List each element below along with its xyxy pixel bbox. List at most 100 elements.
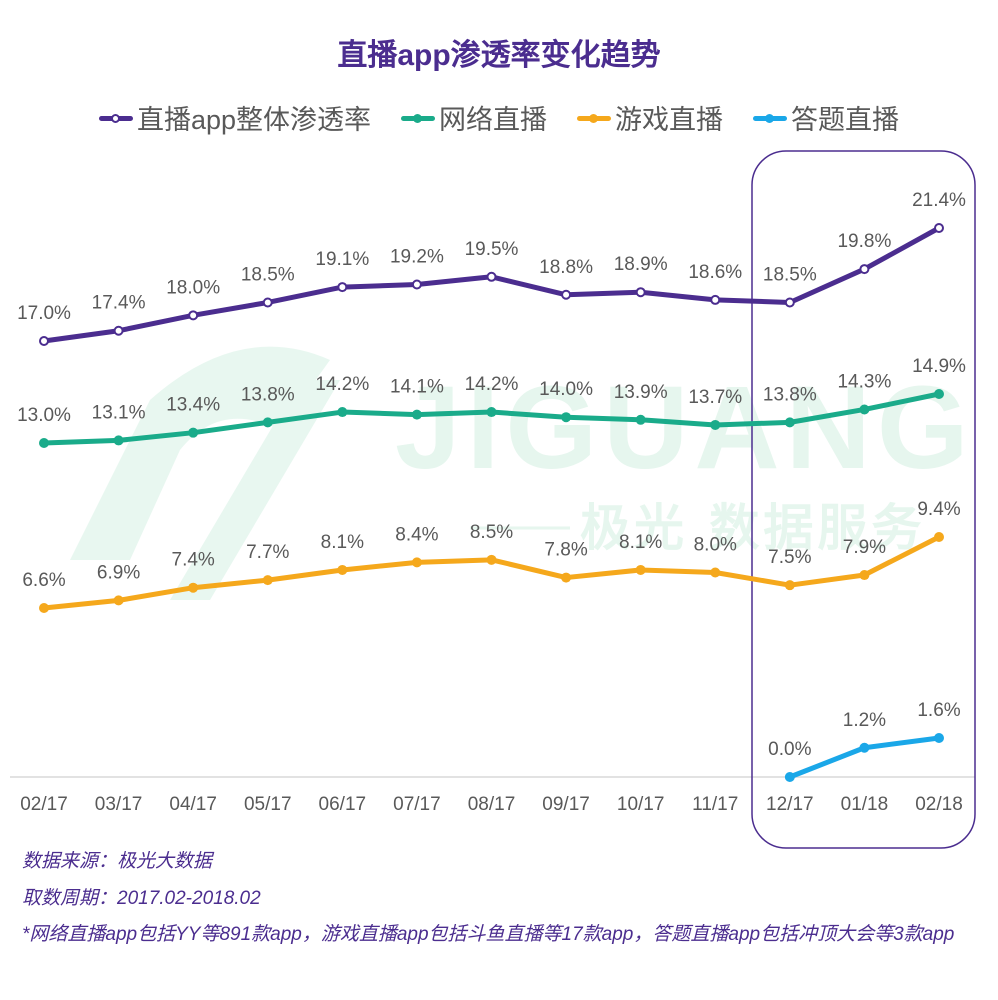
- data-label: 13.9%: [614, 382, 668, 403]
- data-label: 14.3%: [837, 371, 891, 392]
- data-label: 8.1%: [619, 532, 662, 553]
- data-point: [859, 742, 870, 753]
- data-label: 8.0%: [694, 535, 737, 556]
- data-point: [486, 271, 497, 282]
- series-0: 17.0% 17.4% 18.0% 18.5% 19.1% 19.2% 19.5% 18.8%…: [17, 190, 966, 346]
- data-label: 19.5%: [465, 239, 519, 260]
- x-tick-label: 05/17: [244, 794, 292, 815]
- x-tick-label: 03/17: [95, 794, 143, 815]
- data-point: [486, 554, 497, 565]
- data-point: [859, 570, 870, 581]
- legend-swatch-overall-icon: [98, 113, 133, 123]
- series-3: 0.0% 1.2% 1.6%: [768, 700, 961, 782]
- data-point: [859, 264, 870, 275]
- data-point: [39, 438, 49, 448]
- data-label: 14.2%: [315, 374, 369, 395]
- legend-item-game: 游戏直播: [577, 98, 723, 137]
- data-point: [784, 297, 795, 308]
- legend-item-overall: 直播app整体渗透率: [98, 98, 371, 137]
- data-point: [784, 580, 795, 591]
- watermark-logo-icon: [70, 346, 340, 600]
- highlight-box: [751, 150, 976, 849]
- x-tick-label: 09/17: [542, 794, 590, 815]
- data-point: [337, 407, 348, 418]
- legend-label: 网络直播: [439, 105, 548, 135]
- x-tick-label: 10/17: [617, 794, 665, 815]
- data-point: [188, 310, 199, 321]
- watermark-text-cn: 极光 数据服务: [580, 499, 925, 557]
- watermark-text-en: JIGUANG: [395, 362, 975, 494]
- legend-label: 游戏直播: [615, 105, 724, 135]
- data-label: 18.5%: [241, 264, 295, 285]
- data-label: 19.2%: [390, 247, 444, 268]
- x-tick-label: 07/17: [393, 794, 441, 815]
- data-point: [411, 279, 422, 290]
- chart-title: 直播app渗透率变化趋势: [337, 39, 661, 72]
- data-label: 7.4%: [172, 550, 215, 571]
- data-point: [934, 532, 944, 542]
- legend-label: 答题直播: [791, 105, 900, 135]
- data-label: 19.1%: [315, 249, 369, 270]
- data-label: 14.9%: [912, 356, 966, 377]
- data-point: [710, 294, 721, 305]
- data-label: 13.8%: [763, 384, 817, 405]
- data-label: 1.6%: [917, 700, 960, 721]
- data-label: 13.7%: [688, 387, 742, 408]
- data-label: 0.0%: [768, 739, 811, 760]
- data-period-note: 取数周期：2017.02-2018.02: [22, 888, 261, 909]
- footnotes: 数据来源：极光大数据 取数周期：2017.02-2018.02 *网络直播app…: [22, 843, 982, 949]
- data-point: [934, 389, 944, 399]
- data-point: [188, 582, 199, 593]
- data-point: [561, 572, 572, 583]
- x-tick-label: 04/17: [169, 794, 217, 815]
- data-label: 1.2%: [843, 710, 886, 731]
- data-point: [39, 603, 49, 613]
- data-point: [859, 404, 870, 415]
- data-label: 18.0%: [166, 277, 220, 298]
- data-point: [934, 733, 944, 743]
- legend: 直播app整体渗透率 网络直播 游戏直播 答题直播: [0, 98, 998, 137]
- series-2: 6.6% 6.9% 7.4% 7.7% 8.1% 8.4% 8.5% 7.8% 8.1% 8.0%…: [22, 499, 961, 613]
- x-tick-label: 08/17: [468, 794, 516, 815]
- legend-swatch-network-icon: [401, 113, 436, 123]
- data-point: [337, 564, 348, 575]
- data-label: 18.8%: [539, 257, 593, 278]
- data-point: [262, 297, 273, 308]
- data-point: [561, 412, 572, 423]
- data-point: [113, 595, 124, 606]
- data-label: 13.1%: [92, 402, 146, 423]
- x-tick-label: 02/18: [915, 794, 963, 815]
- data-point: [784, 772, 795, 782]
- data-label: 13.4%: [166, 395, 220, 416]
- data-point: [411, 409, 422, 420]
- x-tick-label: 02/17: [20, 794, 68, 815]
- data-label: 9.4%: [917, 499, 960, 520]
- data-point: [113, 435, 124, 446]
- data-point: [784, 417, 795, 428]
- data-point: [635, 414, 646, 425]
- legend-swatch-quiz-icon: [753, 113, 788, 123]
- data-point: [113, 325, 124, 336]
- data-label: 6.6%: [22, 570, 65, 591]
- data-label: 21.4%: [912, 190, 966, 211]
- data-label: 8.5%: [470, 522, 513, 543]
- data-point: [188, 427, 199, 438]
- data-label: 14.0%: [539, 379, 593, 400]
- data-point: [411, 557, 422, 568]
- data-label: 14.2%: [465, 374, 519, 395]
- data-point: [337, 282, 348, 293]
- x-tick-label: 11/17: [692, 794, 738, 815]
- data-point: [710, 419, 721, 430]
- data-point: [486, 407, 497, 418]
- data-label: 17.0%: [17, 303, 71, 324]
- data-source-note: 数据来源：极光大数据: [22, 851, 213, 872]
- x-tick-label: 12/17: [766, 794, 814, 815]
- data-label: 18.6%: [688, 262, 742, 283]
- data-point: [561, 289, 572, 300]
- legend-item-quiz: 答题直播: [753, 98, 899, 137]
- data-point: [262, 575, 273, 586]
- data-label: 7.5%: [768, 547, 811, 568]
- data-label: 7.9%: [843, 537, 886, 558]
- data-point: [635, 564, 646, 575]
